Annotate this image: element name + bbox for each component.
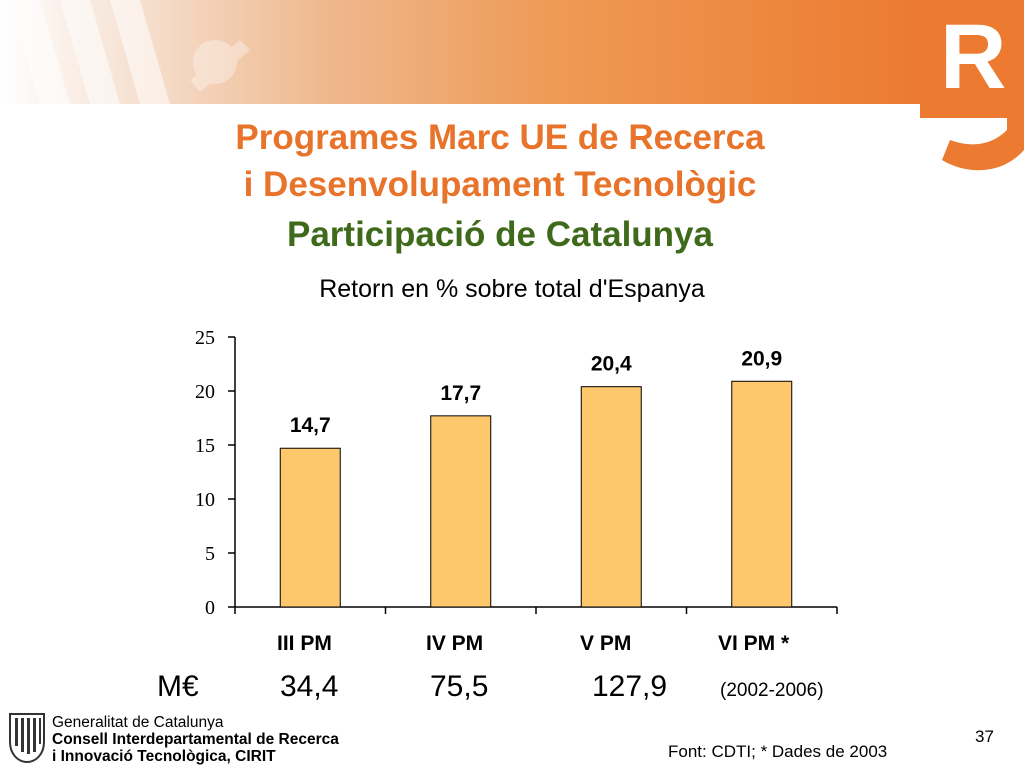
bar xyxy=(430,415,492,608)
category-label-v-pm: V PM xyxy=(580,632,632,655)
generalitat-emblem-icon xyxy=(9,713,45,764)
emblem-stripes-decoration xyxy=(10,0,250,104)
bar-value-label: 14,7 xyxy=(290,414,331,437)
page-number: 37 xyxy=(975,727,994,746)
category-label-iii-pm: III PM xyxy=(277,632,332,655)
y-tick-label: 15 xyxy=(195,435,215,457)
footer-line-1: Generalitat de Catalunya xyxy=(52,714,224,731)
period-note: (2002-2006) xyxy=(720,680,824,701)
bar-value-label: 20,4 xyxy=(591,353,632,376)
y-tick-label: 5 xyxy=(205,543,215,565)
source-note: Font: CDTI; * Dades de 2003 xyxy=(668,742,888,761)
bar xyxy=(731,380,793,608)
y-tick-label: 10 xyxy=(195,489,215,511)
meur-value-iv-pm: 75,5 xyxy=(430,670,489,703)
title-line-3: Participació de Catalunya xyxy=(287,215,713,254)
bar xyxy=(279,447,341,608)
y-tick-label: 25 xyxy=(195,327,215,349)
bar-value-label: 20,9 xyxy=(741,347,782,370)
footer-line-2: Consell Interdepartamental de Recerca xyxy=(52,731,339,748)
chart-subtitle: Retorn en % sobre total d'Espanya xyxy=(319,275,705,303)
bar xyxy=(580,386,642,608)
bar-value-label: 17,7 xyxy=(440,382,481,405)
meur-label: M€ xyxy=(157,670,199,703)
logo-letter: R xyxy=(940,6,1006,108)
category-label-iv-pm: IV PM xyxy=(426,632,484,655)
title-line-1: Programes Marc UE de Recerca xyxy=(235,118,765,157)
header-banner xyxy=(0,0,920,104)
meur-value-iii-pm: 34,4 xyxy=(280,670,339,703)
footer-institution: Generalitat de Catalunya Consell Interde… xyxy=(52,714,339,765)
meur-value-v-pm: 127,9 xyxy=(592,670,668,703)
footer-line-3: i Innovació Tecnològica, CIRIT xyxy=(52,748,276,765)
cirit-r-logo: R xyxy=(920,0,1024,171)
y-tick-label: 20 xyxy=(195,381,215,403)
y-tick-label: 0 xyxy=(205,597,215,619)
title-line-2: i Desenvolupament Tecnològic xyxy=(243,165,757,204)
category-label-vi-pm: VI PM * xyxy=(718,632,790,655)
